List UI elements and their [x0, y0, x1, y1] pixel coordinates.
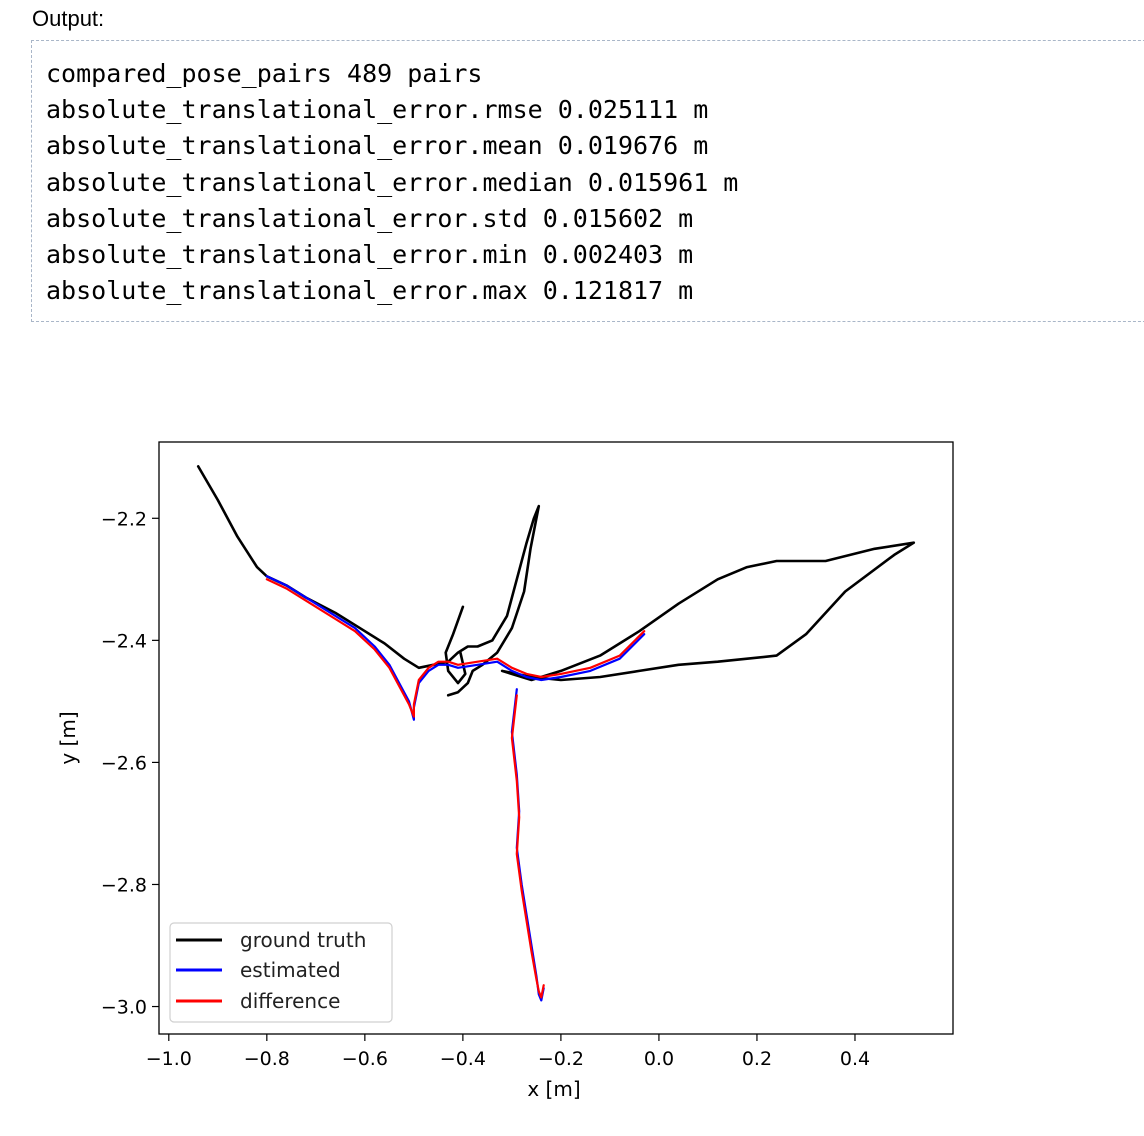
legend: ground truth estimated difference	[169, 922, 393, 1023]
output-line: absolute_translational_error.median 0.01…	[46, 167, 739, 197]
x-tick-label: 0.0	[644, 1048, 674, 1070]
series-line-estimated-3	[265, 575, 646, 721]
y-tick-label: −2.6	[101, 752, 147, 774]
output-box	[31, 40, 1144, 322]
output-line: absolute_translational_error.mean 0.0196…	[46, 131, 709, 161]
output-line: compared_pose_pairs 489 pairs	[46, 59, 483, 88]
y-tick-label: −2.4	[101, 630, 147, 652]
x-tick-label: −0.4	[440, 1048, 486, 1070]
y-tick-label: −2.2	[101, 508, 147, 530]
trajectory-chart: −1.0 −0.8 −0.6 −0.4 −0.2 0.0 0.2 0.4 −2.2−2.4−2…	[56, 441, 954, 1101]
x-tick-label: −1.0	[146, 1048, 192, 1070]
x-tick-label: −0.6	[342, 1048, 388, 1070]
y-axis-label: y [m]	[56, 711, 80, 764]
legend-label-estimated: estimated	[240, 958, 341, 982]
y-axis: −2.2 −2.4 −2.6 −2.8 −3.0	[101, 508, 159, 1019]
x-axis: −1.0 −0.8 −0.6 −0.4 −0.2 0.0 0.2 0.4	[146, 1034, 870, 1070]
legend-label-difference: difference	[240, 989, 340, 1013]
output-line: absolute_translational_error.max 0.12181…	[46, 276, 694, 306]
output-text: compared_pose_pairs 489 pairs absolute_tr…	[46, 56, 738, 309]
x-tick-label: −0.8	[244, 1048, 290, 1070]
series-line-ground-truth-1	[444, 605, 467, 685]
series-line-difference-6	[510, 694, 545, 999]
series-line-difference-5	[265, 578, 646, 718]
y-tick-label: −3.0	[101, 997, 147, 1019]
x-tick-label: −0.2	[538, 1048, 584, 1070]
output-line: absolute_translational_error.min 0.00240…	[46, 240, 694, 270]
output-line: absolute_translational_error.std 0.01560…	[46, 203, 694, 233]
plot-area	[196, 465, 916, 1002]
x-axis-label: x [m]	[527, 1077, 580, 1101]
plot-frame	[158, 441, 954, 1035]
output-label: Output:	[32, 6, 105, 31]
legend-label-ground-truth: ground truth	[240, 928, 366, 952]
x-tick-label: 0.2	[742, 1048, 772, 1070]
x-tick-label: 0.4	[840, 1048, 870, 1070]
series-line-ground-truth-2	[500, 541, 916, 682]
output-line: absolute_translational_error.rmse 0.0251…	[46, 95, 709, 125]
legend-box	[169, 922, 393, 1023]
y-tick-label: −2.8	[101, 874, 147, 896]
